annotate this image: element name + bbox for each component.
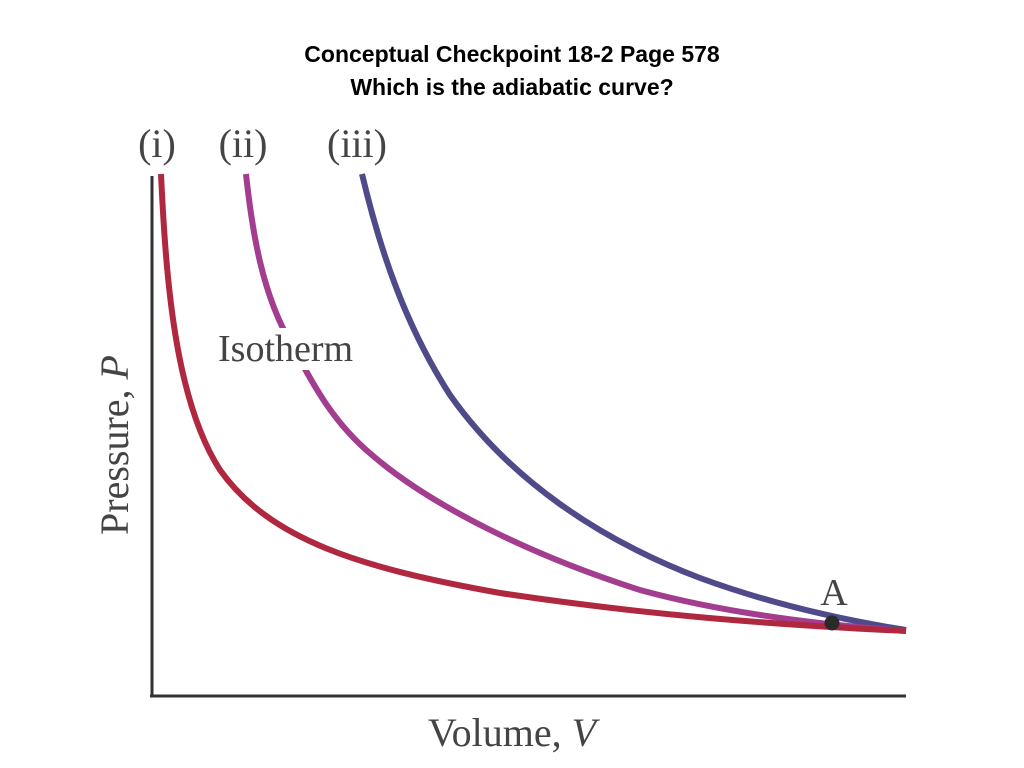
curve-label-iii: (iii) <box>327 121 387 166</box>
curve-i <box>158 173 907 634</box>
slide-title: Conceptual Checkpoint 18-2 Page 578 Whic… <box>0 38 1024 104</box>
curve-label-ii: (ii) <box>219 121 268 166</box>
title-line-2: Which is the adiabatic curve? <box>350 74 674 100</box>
point-a <box>824 615 840 631</box>
isotherm-label: Isotherm <box>218 328 353 370</box>
point-a-label: A <box>820 572 848 614</box>
curve-ii <box>243 173 907 634</box>
y-axis-label: Pressure, P <box>92 355 137 535</box>
curve-iii <box>359 173 907 633</box>
title-line-1: Conceptual Checkpoint 18-2 Page 578 <box>304 41 720 67</box>
curve-label-i: (i) <box>138 121 176 166</box>
x-axis-label: Volume, V <box>428 710 601 755</box>
